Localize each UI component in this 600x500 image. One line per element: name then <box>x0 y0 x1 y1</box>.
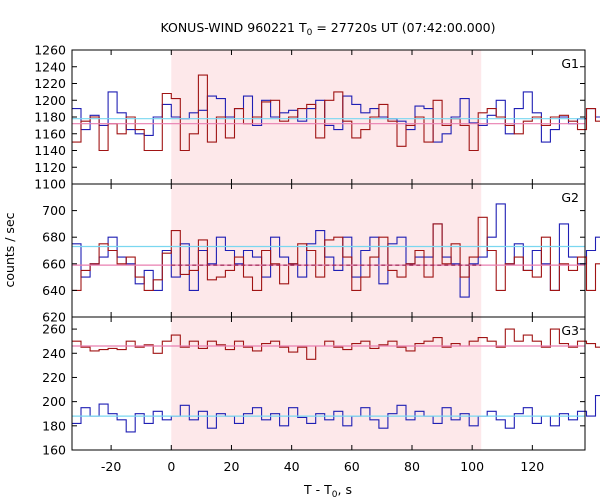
y-tick-label: 660 <box>42 256 66 271</box>
y-tick-label: 640 <box>42 283 66 298</box>
panel-g3: 160 180 200 220 240 260 G3 <box>42 316 600 458</box>
y-tick-label: 1100 <box>34 177 66 192</box>
x-tick-label: 40 <box>284 459 300 474</box>
x-tick-label: 80 <box>404 459 420 474</box>
y-tick-label: 700 <box>42 203 66 218</box>
y-tick-label: 1240 <box>34 59 66 74</box>
series-blue-g3 <box>72 395 600 433</box>
series-red-g3 <box>72 328 600 360</box>
y-tick-label: 180 <box>42 418 66 433</box>
y-tick-label: 680 <box>42 230 66 245</box>
x-tick-label: 0 <box>167 459 175 474</box>
x-label-main: T - T <box>303 482 332 497</box>
chart-title: KONUS-WIND 960221 T0 = 27720s UT (07:42:… <box>160 20 495 38</box>
y-tick-label: 1160 <box>34 126 66 141</box>
y-tick-label: 1200 <box>34 93 66 108</box>
x-tick-label: -20 <box>101 459 121 474</box>
y-tick-label: 1120 <box>34 160 66 175</box>
shaded-interval <box>171 317 482 450</box>
panel-frame <box>71 316 586 451</box>
y-tick-label: 620 <box>42 310 66 325</box>
y-tick-label: 1140 <box>34 143 66 158</box>
panel-label: G2 <box>561 190 579 205</box>
x-tick-label: 20 <box>224 459 240 474</box>
title-rest: = 27720s UT (07:42:00.000) <box>312 20 495 35</box>
panel-g2: 620 640 660 680 700 G2 <box>42 183 600 325</box>
title-main: KONUS-WIND 960221 T <box>160 20 306 35</box>
panel-label: G3 <box>561 323 579 338</box>
x-tick-label: 60 <box>344 459 360 474</box>
svg-text:KONUS-WIND 960221 T0 = 27720s: KONUS-WIND 960221 T0 = 27720s UT (07:42:… <box>160 20 495 38</box>
chart-panels: 110011201140116011801200122012401260G162… <box>34 43 600 474</box>
series-red-g2 <box>72 216 600 291</box>
y-axis-label: counts / sec <box>2 212 17 287</box>
y-tick-label: 1260 <box>34 43 66 58</box>
y-tick-label: 200 <box>42 394 66 409</box>
shaded-interval <box>171 184 482 317</box>
y-tick-label: 1220 <box>34 76 66 91</box>
y-tick-label: 220 <box>42 370 66 385</box>
y-tick-label: 260 <box>42 322 66 337</box>
x-label-rest: , s <box>338 482 352 497</box>
series-red-g1 <box>72 74 600 152</box>
y-tick-label: 1180 <box>34 110 66 125</box>
panel-label: G1 <box>561 56 579 71</box>
x-tick-label: 120 <box>520 459 544 474</box>
y-tick-label: 160 <box>42 443 66 458</box>
title-subscript: 0 <box>307 28 313 38</box>
x-tick-label: 100 <box>460 459 484 474</box>
y-tick-label: 240 <box>42 346 66 361</box>
x-axis-label: T - T0, s <box>303 482 352 500</box>
x-label-subscript: 0 <box>332 490 338 500</box>
